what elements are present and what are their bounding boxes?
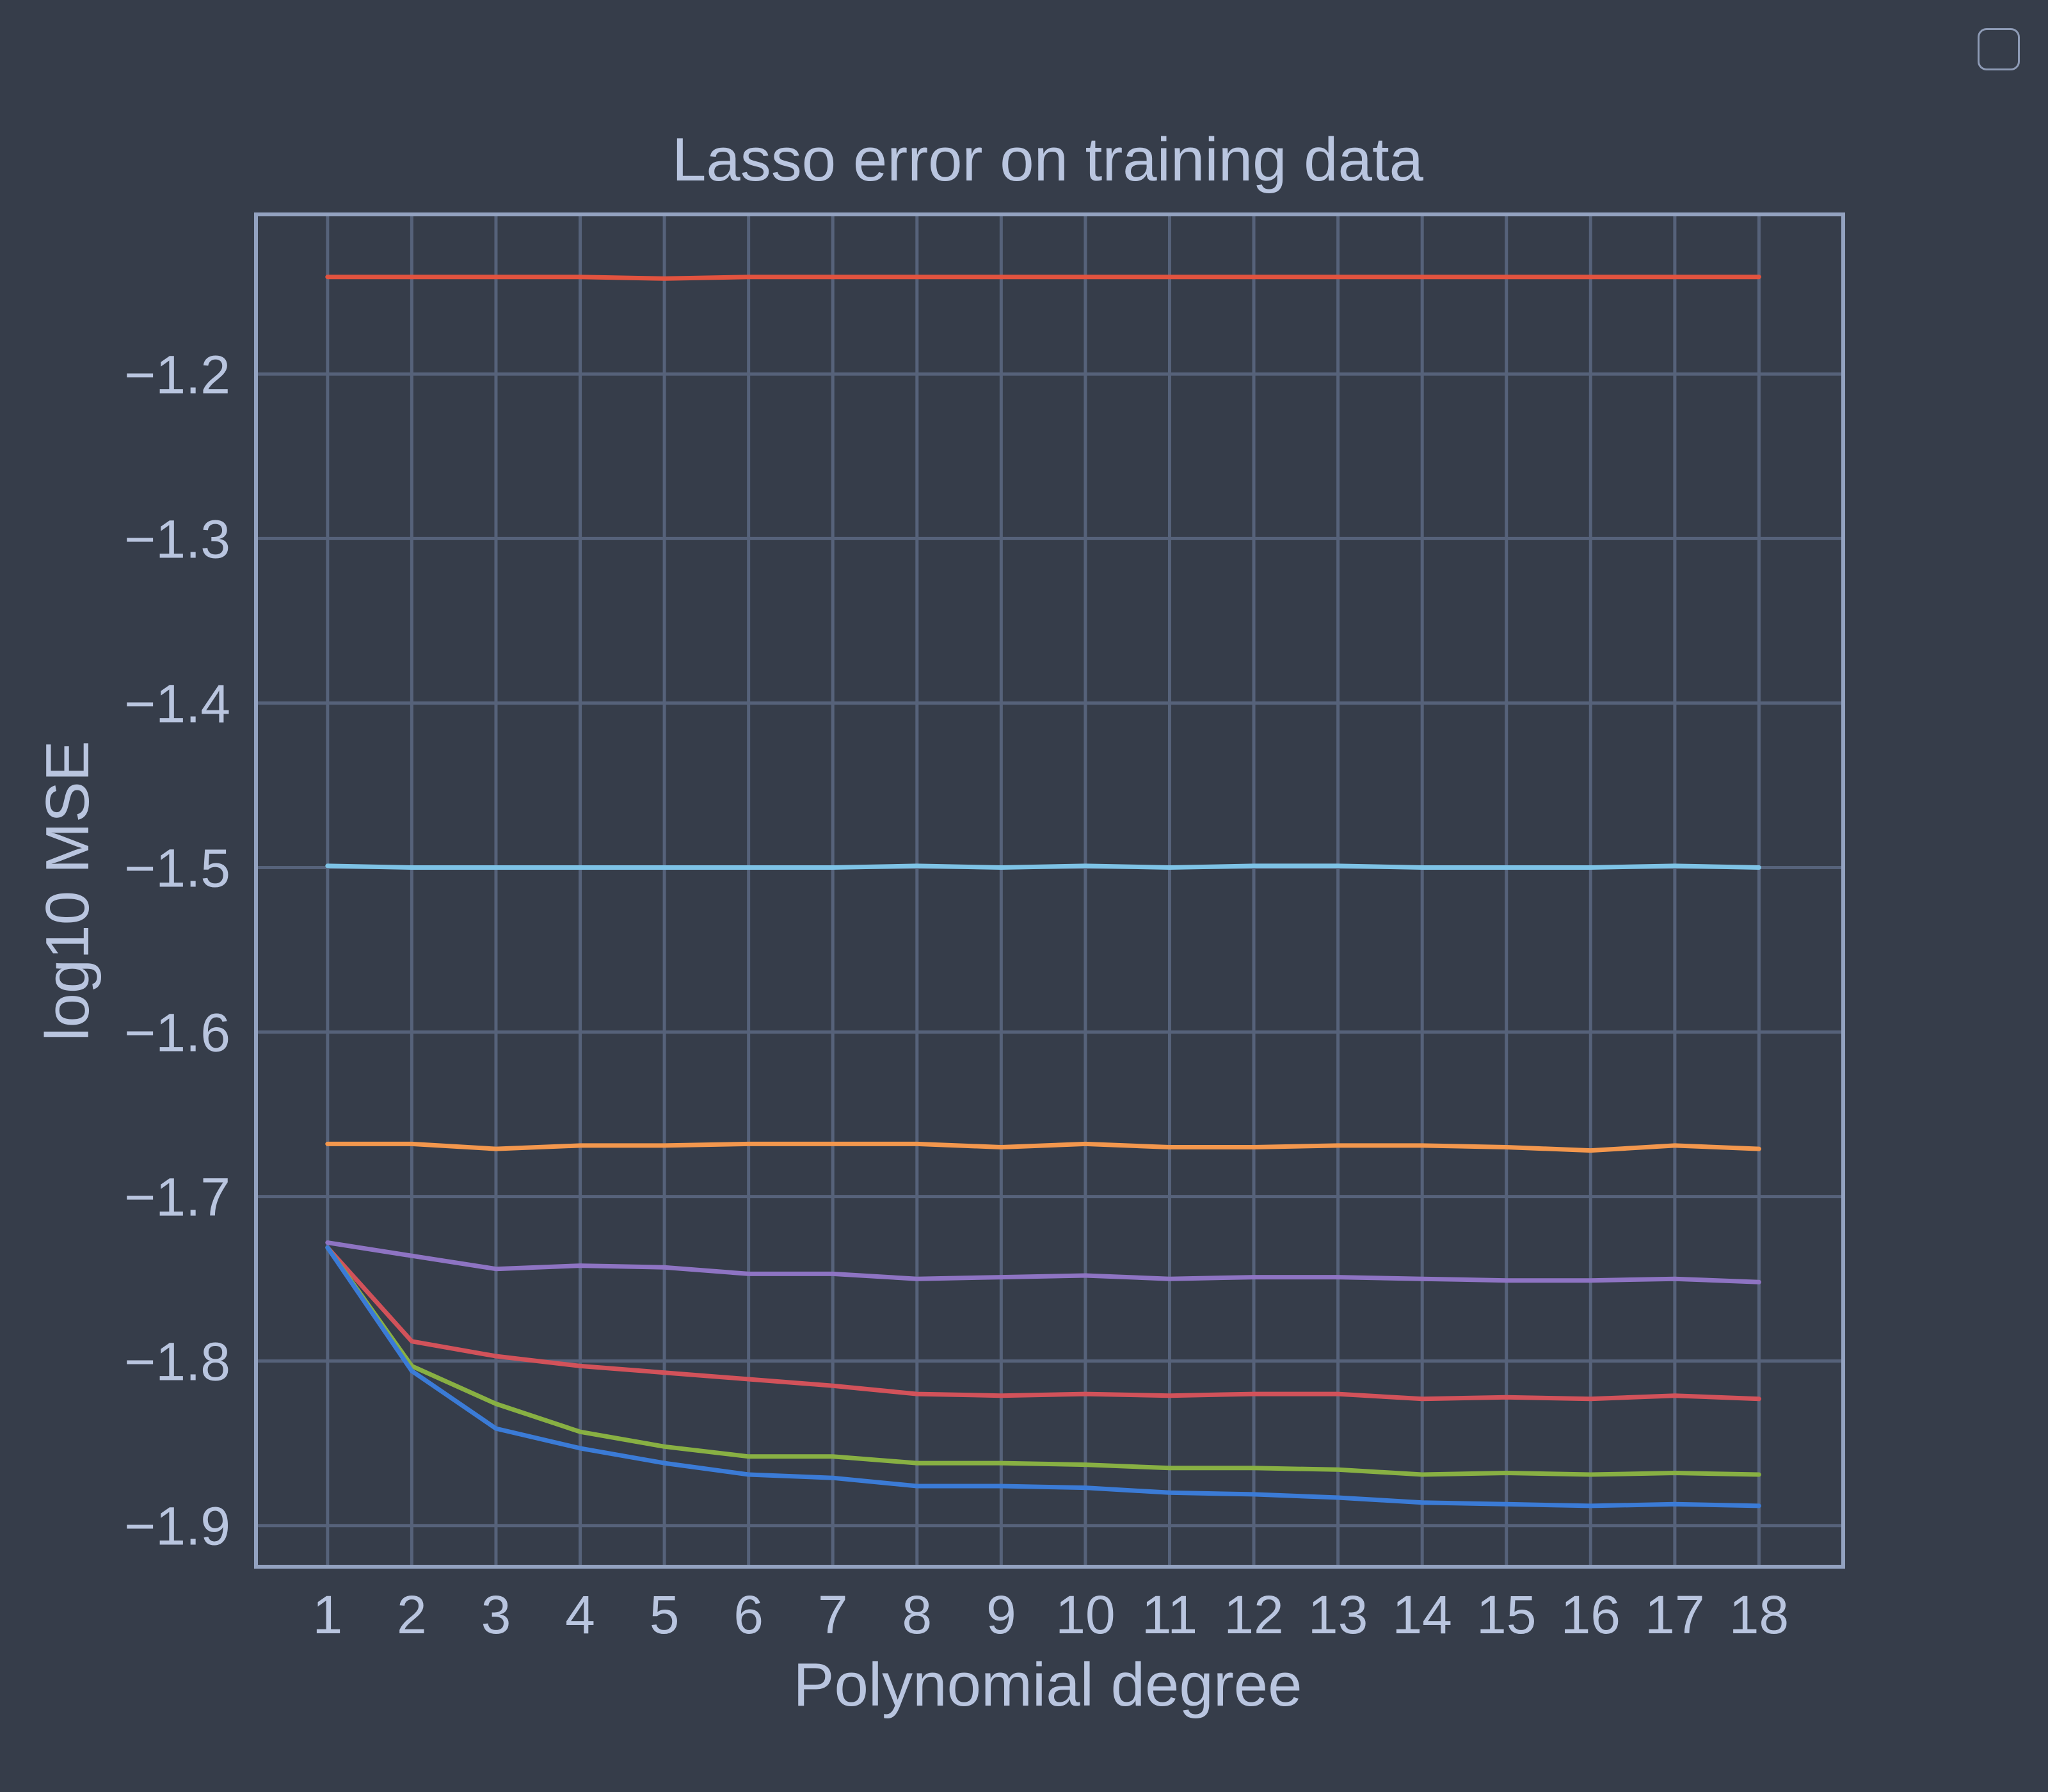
series-line-5 xyxy=(325,1245,1761,1402)
legend xyxy=(1978,28,2020,70)
x-tick-label: 2 xyxy=(397,1585,427,1645)
y-tick-label: −1.9 xyxy=(124,1496,230,1556)
x-tick-label: 17 xyxy=(1645,1585,1704,1645)
series-line-3 xyxy=(325,1141,1761,1153)
x-tick-label: 6 xyxy=(733,1585,764,1645)
series-line-2 xyxy=(325,863,1761,870)
y-tick-label: −1.3 xyxy=(124,509,230,569)
x-tick-label: 12 xyxy=(1224,1585,1283,1645)
x-tick-label: 16 xyxy=(1561,1585,1620,1645)
x-tick-label: 13 xyxy=(1308,1585,1368,1645)
y-tick-label: −1.5 xyxy=(124,838,230,899)
x-tick-label: 5 xyxy=(650,1585,680,1645)
x-axis-label: Polynomial degree xyxy=(793,1651,1302,1719)
x-tick-label: 11 xyxy=(1142,1585,1197,1645)
series-line-4 xyxy=(325,1240,1761,1284)
series-line-6 xyxy=(325,1245,1761,1477)
plot-frame xyxy=(254,212,1845,1569)
y-tick-label: −1.7 xyxy=(124,1167,230,1228)
y-tick-label: −1.8 xyxy=(124,1332,230,1392)
x-tick-labels: 1 2 3 4 5 6 7 8 9 10 11 12 13 14 15 16 17 18 xyxy=(312,1585,1789,1645)
series-line-1 xyxy=(325,275,1761,281)
x-tick-label: 9 xyxy=(986,1585,1016,1645)
y-tick-labels: −1.9 −1.8 −1.7 −1.6 −1.5 −1.4 −1.3 −1.2 xyxy=(124,344,230,1556)
x-tick-label: 7 xyxy=(818,1585,848,1645)
y-axis-label: log10 MSE xyxy=(33,740,102,1041)
chart-title: Lasso error on training data xyxy=(672,125,1424,194)
x-tick-label: 3 xyxy=(481,1585,511,1645)
x-tick-label: 8 xyxy=(902,1585,932,1645)
x-tick-label: 14 xyxy=(1392,1585,1452,1645)
y-tick-label: −1.2 xyxy=(124,344,230,404)
y-tick-label: −1.6 xyxy=(124,1003,230,1063)
x-tick-label: 18 xyxy=(1729,1585,1789,1645)
series-group xyxy=(325,275,1761,1508)
x-tick-label: 1 xyxy=(312,1585,342,1645)
x-tick-label: 15 xyxy=(1476,1585,1536,1645)
x-tick-label: 10 xyxy=(1055,1585,1115,1645)
series-line-7 xyxy=(325,1245,1761,1508)
x-tick-label: 4 xyxy=(565,1585,595,1645)
y-tick-label: −1.4 xyxy=(124,673,230,733)
grid xyxy=(256,214,1843,1567)
